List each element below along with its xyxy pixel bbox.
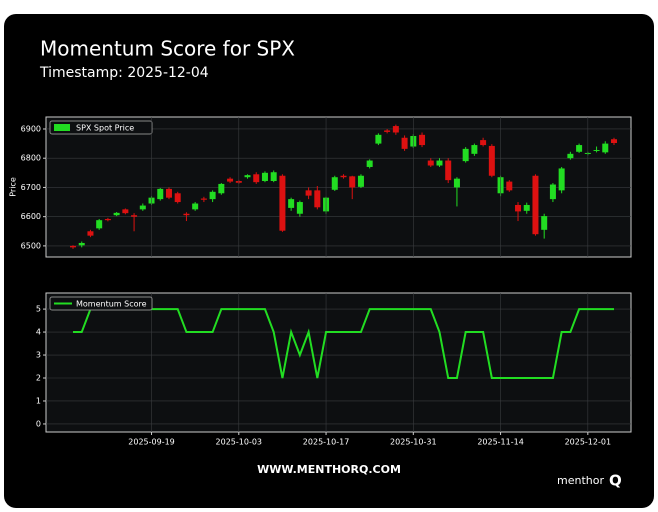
legend-box — [49, 296, 153, 311]
candle-body — [165, 188, 172, 198]
candle-body — [174, 193, 181, 203]
candle-body — [139, 205, 146, 210]
candle-body — [375, 134, 382, 144]
candle-body — [593, 150, 600, 152]
candle-body — [218, 183, 225, 194]
legend-label: SPX Spot Price — [76, 124, 134, 133]
candle-body — [261, 172, 268, 182]
plot-area — [45, 292, 632, 433]
y-tick-label: 5 — [36, 305, 41, 314]
candle-body — [392, 126, 399, 133]
candle-body — [462, 148, 469, 162]
candle-body — [227, 178, 234, 182]
candle-body — [253, 174, 260, 183]
legend-box — [49, 120, 153, 135]
candle-body — [314, 190, 321, 208]
candle-body — [549, 184, 556, 200]
brand: menthor — [557, 474, 604, 487]
x-tick-label: 2025-10-31 — [390, 438, 437, 447]
candle-body — [558, 168, 565, 191]
candle-body — [104, 219, 111, 221]
candle-body — [96, 220, 103, 229]
subtitle: Timestamp: 2025-12-04 — [39, 65, 209, 81]
y-tick-label: 3 — [36, 351, 41, 360]
y-tick-label: 6900 — [21, 124, 41, 133]
candle-body — [157, 188, 164, 200]
candle-body — [419, 134, 426, 146]
y-axis-label: Price — [9, 177, 18, 197]
candle-body — [532, 175, 539, 235]
x-tick-label: 2025-11-14 — [477, 438, 524, 447]
x-tick-label: 2025-12-01 — [565, 438, 612, 447]
candle-body — [209, 191, 216, 200]
candle-body — [401, 137, 408, 149]
card — [4, 14, 654, 508]
y-tick-label: 1 — [36, 396, 41, 405]
x-tick-label: 2025-10-03 — [216, 438, 263, 447]
plot-area — [45, 116, 632, 258]
candle-body — [131, 215, 138, 217]
momentum-line — [73, 308, 614, 380]
candle-body — [471, 145, 478, 154]
candle-body — [541, 216, 548, 230]
y-tick-label: 6500 — [21, 241, 41, 250]
candle-body — [384, 130, 391, 132]
candle-body — [78, 242, 85, 246]
candle-body — [70, 245, 76, 248]
candle-body — [427, 160, 434, 166]
candle-body — [602, 143, 609, 153]
x-tick-label: 2025-09-19 — [128, 438, 175, 447]
legend-swatch — [54, 124, 70, 131]
candle-body — [576, 145, 583, 152]
candle-body — [567, 153, 574, 159]
title: Momentum Score for SPX — [40, 37, 295, 61]
footer-url: WWW.MENTHORQ.COM — [257, 463, 401, 476]
candle-body — [453, 178, 460, 188]
candle-body — [357, 175, 364, 187]
candle-body — [122, 209, 129, 214]
y-tick-label: 6700 — [21, 183, 41, 192]
candle-body — [270, 172, 277, 182]
brand-mark: Q — [609, 472, 622, 490]
candle-body — [611, 139, 617, 144]
candle-body — [445, 160, 452, 181]
candle-body — [288, 199, 295, 208]
candle-body — [305, 190, 312, 196]
candle-body — [279, 175, 286, 231]
y-tick-label: 2 — [36, 374, 41, 383]
candle-body — [488, 145, 495, 176]
y-tick-label: 4 — [36, 328, 41, 337]
legend-label: Momentum Score — [76, 300, 147, 309]
candle-body — [480, 140, 487, 146]
y-tick-label: 6600 — [21, 212, 41, 221]
y-tick-label: 6800 — [21, 154, 41, 163]
candle-body — [515, 204, 522, 212]
candle-body — [506, 181, 513, 191]
candle-body — [331, 177, 338, 190]
candle-body — [436, 160, 443, 166]
candle-body — [183, 213, 190, 216]
candle-body — [113, 212, 120, 216]
candle-body — [340, 175, 347, 178]
candle-body — [296, 202, 303, 214]
x-tick-label: 2025-10-17 — [303, 438, 350, 447]
candle-body — [192, 203, 199, 210]
candle-body — [87, 231, 94, 236]
candle-body — [349, 176, 356, 188]
y-tick-label: 0 — [36, 419, 41, 428]
candle-body — [366, 160, 373, 167]
candle-body — [200, 198, 207, 200]
candle-body — [244, 175, 251, 178]
candle-body — [523, 204, 530, 211]
